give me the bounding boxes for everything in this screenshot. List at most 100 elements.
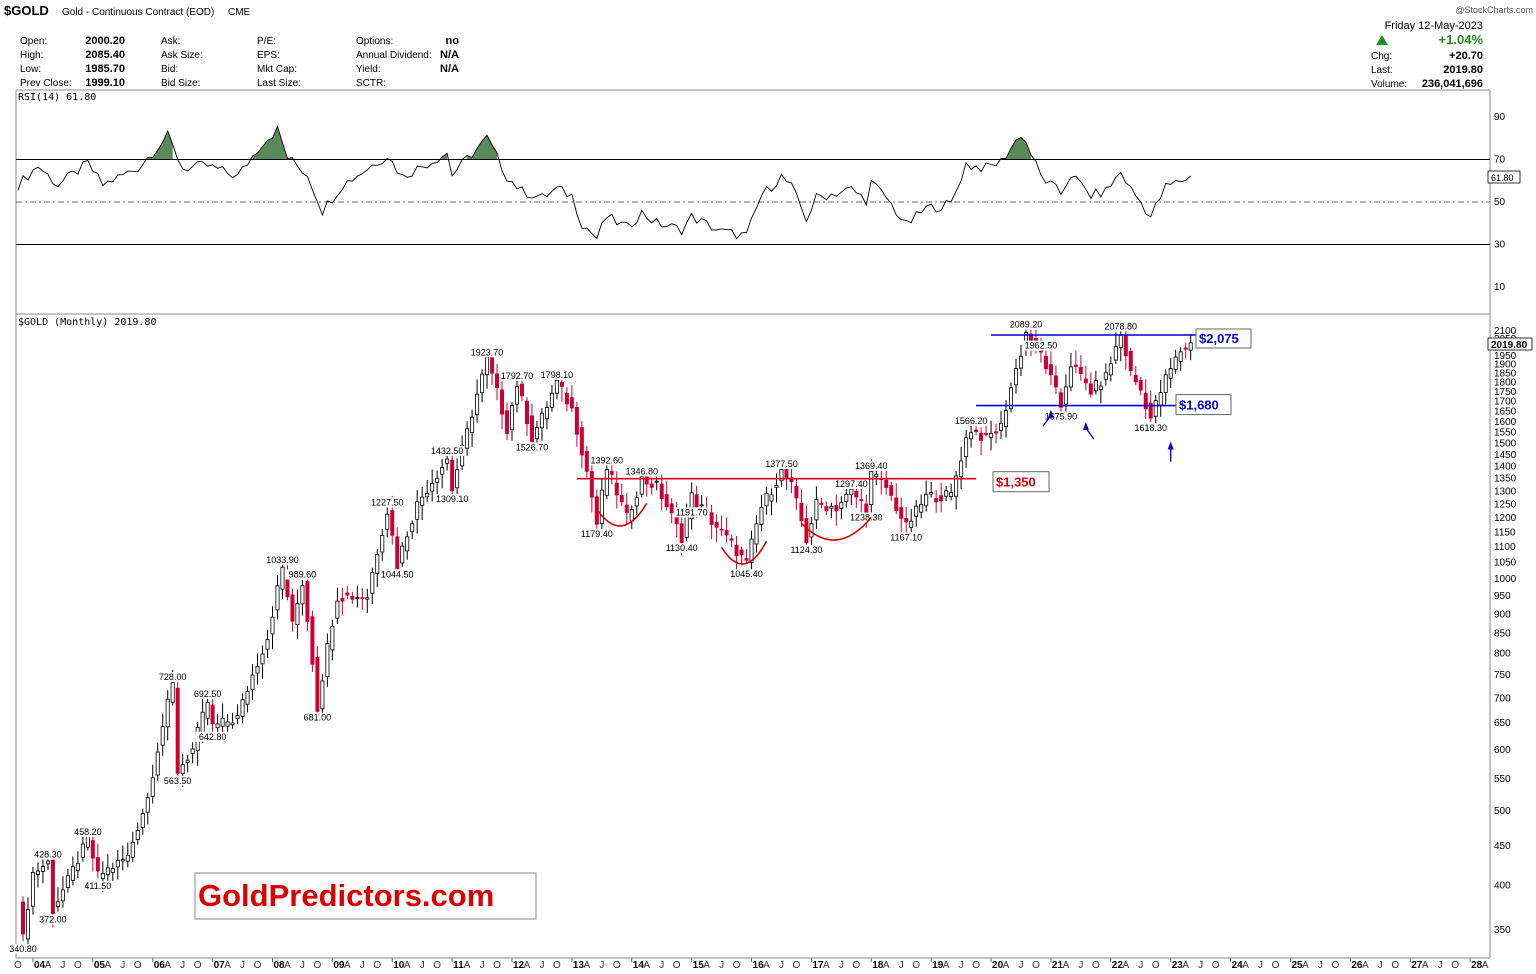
x-month-label: O	[673, 960, 681, 971]
price-tick-label: 1250	[1494, 499, 1517, 510]
x-year-label: 25	[1291, 960, 1303, 971]
price-label: 1923.70	[471, 347, 504, 357]
x-month-label: O	[1451, 960, 1459, 971]
quote-key: SCTR:	[356, 78, 386, 89]
candle-body	[445, 458, 450, 464]
price-tick-label: 1700	[1494, 397, 1517, 408]
candle-body	[859, 499, 864, 501]
candle-body	[854, 491, 859, 498]
price-label: 1526.70	[516, 443, 549, 453]
x-month-label: J	[180, 960, 185, 971]
price-label: 728.00	[159, 672, 187, 682]
x-month-label: A	[344, 960, 351, 971]
candle-body	[684, 515, 689, 538]
candle-body	[350, 596, 355, 600]
candle-body	[1183, 347, 1188, 350]
price-label: 1792.70	[501, 371, 534, 381]
candle-body	[944, 490, 949, 497]
resistance-label-box	[1195, 328, 1252, 349]
candle-body	[519, 383, 524, 397]
x-year-label: 28	[1471, 960, 1483, 971]
price-label: 1124.30	[790, 545, 822, 555]
candle-body	[115, 859, 120, 868]
candle-body	[839, 502, 844, 509]
price-label: 1962.50	[1025, 341, 1058, 351]
candle-body	[430, 483, 435, 492]
x-month-label: A	[823, 960, 830, 971]
price-tick-label: 1150	[1494, 527, 1516, 538]
price-tick-label: 500	[1494, 806, 1511, 817]
x-month-label: J	[480, 960, 485, 971]
candle-body	[470, 416, 475, 433]
price-label: 1566.20	[955, 416, 988, 426]
x-month-label: A	[1362, 960, 1369, 971]
candle-body	[629, 508, 634, 522]
candle-body	[415, 501, 420, 520]
x-month-label: J	[779, 960, 784, 971]
candle-body	[714, 521, 719, 528]
candle-body	[85, 835, 90, 848]
price-label: 411.50	[84, 881, 111, 891]
x-month-label: J	[360, 960, 365, 971]
candle-body	[145, 797, 150, 813]
rsi-tick-label: 70	[1494, 155, 1506, 166]
candle-body	[425, 492, 430, 498]
price-label-bg	[1023, 340, 1058, 351]
quote-value: 2085.40	[85, 49, 125, 61]
quote-value: N/A	[440, 49, 459, 61]
candle-body	[539, 412, 544, 429]
price-label-bg	[849, 512, 884, 523]
price-tick-label: 1100	[1494, 542, 1516, 553]
support-label-box	[1175, 394, 1232, 416]
quote-key: P/E:	[257, 36, 276, 47]
candle-body	[929, 492, 934, 495]
price-label-bg	[195, 731, 230, 742]
quote-key: EPS:	[257, 50, 280, 61]
candle-body	[225, 721, 230, 727]
candle-body	[1004, 410, 1009, 427]
price-label-bg	[624, 466, 659, 477]
candle-body	[774, 484, 779, 488]
candle-body	[999, 422, 1004, 431]
change-value: +20.70	[1449, 50, 1483, 62]
price-current-value: 2019.80	[1491, 340, 1528, 351]
chart-instrument-name: Gold - Continuous Contract (EOD)	[62, 7, 214, 18]
candle-body	[380, 535, 385, 553]
candle-body	[1163, 374, 1168, 393]
price-tick-label: 1650	[1494, 407, 1517, 418]
price-label: 1309.10	[436, 494, 469, 504]
price-label-bg	[30, 849, 65, 860]
price-label: 458.20	[74, 827, 102, 837]
candle-body	[579, 427, 584, 456]
x-month-label: A	[464, 960, 471, 971]
price-label: 1432.50	[431, 446, 464, 456]
candle-body	[804, 518, 809, 544]
price-tick-label: 1050	[1494, 558, 1517, 569]
price-label-bg	[435, 493, 470, 504]
x-month-label: A	[224, 960, 231, 971]
x-year-label: 12	[513, 960, 525, 971]
x-month-label: J	[240, 960, 245, 971]
price-label-bg	[854, 460, 889, 471]
candle-body	[1158, 392, 1163, 406]
price-label: 1167.10	[890, 532, 922, 542]
candle-body	[924, 493, 929, 507]
x-month-label: A	[643, 960, 650, 971]
candle-body	[1148, 402, 1153, 419]
candle-body	[30, 871, 35, 907]
price-label: 989.60	[289, 570, 317, 580]
candle-body	[569, 397, 574, 409]
x-year-label: 04	[34, 960, 46, 971]
price-label-bg	[889, 532, 924, 543]
candle-body	[634, 497, 639, 507]
x-month-label: O	[1331, 960, 1339, 971]
price-tick-label: 1850	[1494, 368, 1517, 379]
price-label: 340.80	[9, 944, 37, 954]
candle-body	[515, 386, 520, 405]
x-month-label: J	[1198, 960, 1203, 971]
candle-body	[235, 715, 240, 720]
candle-body	[1153, 400, 1158, 417]
neckline-label-box	[992, 471, 1050, 493]
candle-body	[315, 656, 320, 712]
price-tick-label: 800	[1494, 649, 1511, 660]
